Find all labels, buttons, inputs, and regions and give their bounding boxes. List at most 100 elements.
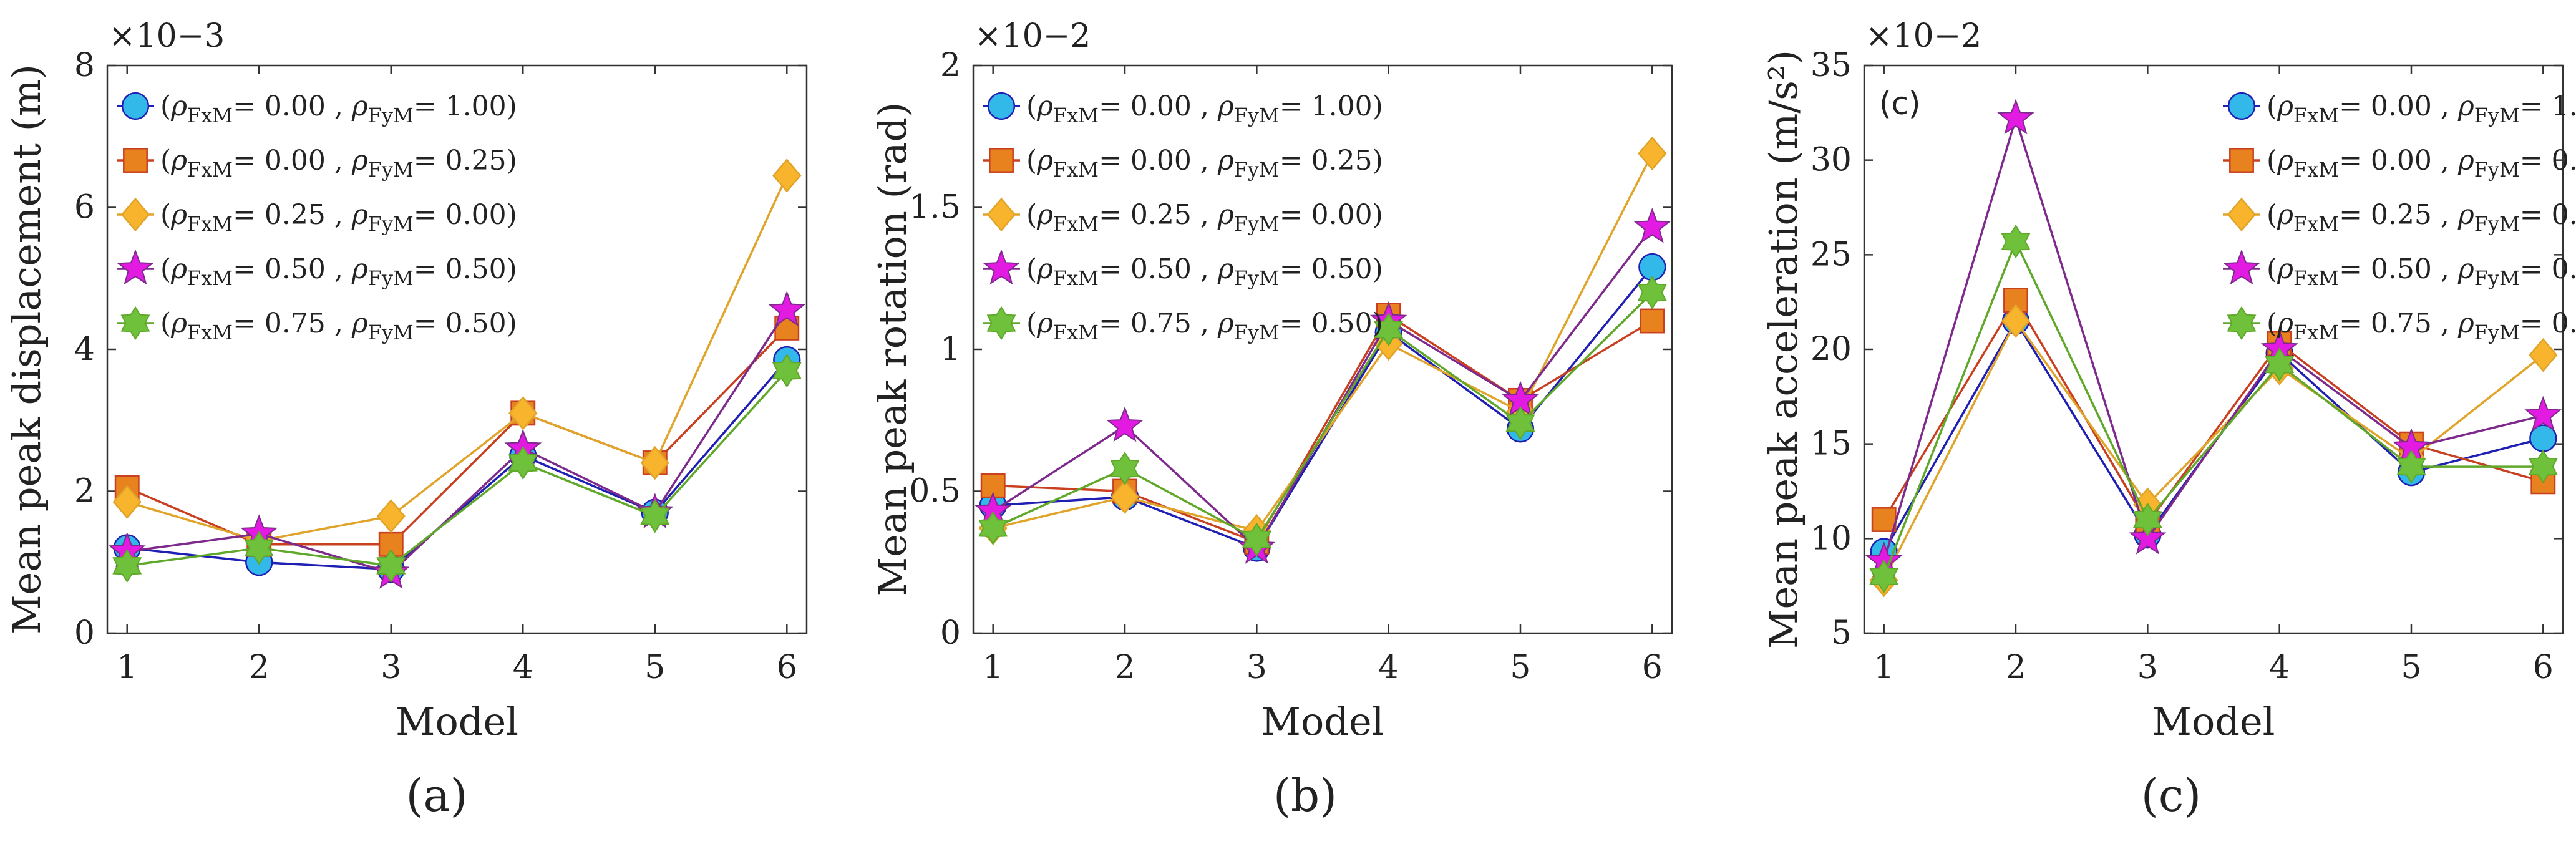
inner-panel-label: (c) — [1879, 85, 1921, 122]
legend-label: (ρFxM= 0.00 , ρFyM= 0.25) — [160, 145, 517, 182]
legend-marker — [986, 197, 1016, 232]
y-tick-label: 0 — [74, 614, 95, 652]
y-tick-label: 30 — [1810, 142, 1852, 179]
legend-item: (ρFxM= 0.75 , ρFyM= 0.50) — [2223, 306, 2576, 344]
legend-marker — [986, 306, 1016, 341]
x-tick-label: 1 — [1874, 649, 1894, 686]
legend: (ρFxM= 0.00 , ρFyM= 1.00) (ρFxM= 0.00 , ρ… — [117, 90, 517, 344]
y-tick-label: 4 — [74, 331, 95, 368]
series-5 — [112, 353, 802, 583]
series-line — [127, 369, 788, 567]
y-axis-label: Mean peak rotation (rad) — [870, 102, 915, 597]
data-point — [508, 445, 538, 480]
data-point — [640, 499, 670, 533]
legend-label: (ρFxM= 0.25 , ρFyM= 0.00) — [2267, 199, 2576, 236]
legend-marker — [2227, 306, 2257, 341]
legend-marker — [123, 148, 148, 173]
series-line — [993, 153, 1653, 533]
legend-marker — [2227, 197, 2257, 232]
x-tick-label: 6 — [777, 649, 797, 686]
y-tick-label: 1.5 — [909, 189, 961, 226]
legend-item: (ρFxM= 0.50 , ρFyM= 0.50) — [2223, 249, 2576, 290]
legend-marker — [989, 148, 1014, 173]
legend-marker — [2229, 148, 2254, 173]
x-tick-label: 4 — [1378, 649, 1399, 686]
y-tick-label: 1 — [940, 331, 961, 368]
data-point — [2265, 347, 2295, 382]
legend-marker — [987, 92, 1016, 120]
x-tick-label: 3 — [1247, 649, 1267, 686]
data-point — [2529, 337, 2558, 372]
series-line — [1883, 238, 2544, 577]
legend-label: (ρFxM= 0.25 , ρFyM= 0.00) — [160, 199, 517, 236]
legend-item: (ρFxM= 0.00 , ρFyM= 0.25) — [2223, 145, 2576, 182]
data-point — [2001, 224, 2031, 259]
series-line — [127, 175, 788, 542]
data-point — [1242, 522, 1271, 556]
series-2 — [114, 315, 800, 557]
data-point — [1997, 99, 2034, 135]
data-point — [376, 548, 406, 583]
data-point — [112, 485, 142, 519]
legend-item: (ρFxM= 0.25 , ρFyM= 0.00) — [983, 197, 1383, 236]
legend-item: (ρFxM= 0.25 , ρFyM= 0.00) — [117, 197, 517, 236]
x-tick-label: 5 — [2401, 649, 2421, 686]
data-point — [1106, 406, 1144, 442]
legend-item: (ρFxM= 0.00 , ρFyM= 1.00) — [983, 90, 1383, 127]
data-point — [508, 396, 538, 430]
data-point — [768, 290, 806, 326]
data-point — [2524, 395, 2562, 432]
series-line — [127, 309, 788, 575]
data-point — [772, 158, 802, 193]
legend-marker — [983, 249, 1020, 285]
panel-caption: (a) — [406, 769, 467, 822]
axis-exponent: ×10−3 — [109, 17, 225, 55]
chart-panel-2: 0 0.5 1 1.5 2 1 2 3 4 5 6 ×10−2 Model Mean peak rotat… — [870, 17, 1673, 822]
y-tick-label: 2 — [74, 473, 95, 510]
legend-label: (ρFxM= 0.25 , ρFyM= 0.00) — [1026, 199, 1383, 236]
legend-label: (ρFxM= 0.00 , ρFyM= 1.00) — [160, 90, 517, 127]
x-tick-label: 5 — [1510, 649, 1530, 686]
data-point — [2528, 449, 2558, 484]
panel-caption: (b) — [1273, 769, 1337, 822]
x-axis-label: Model — [1261, 699, 1384, 744]
y-tick-label: 0 — [940, 614, 961, 652]
legend-item: (ρFxM= 0.00 , ρFyM= 0.25) — [117, 145, 517, 182]
x-tick-label: 2 — [1114, 649, 1135, 686]
data-point — [1638, 136, 1667, 171]
legend-marker — [117, 249, 154, 285]
legend-label: (ρFxM= 0.50 , ρFyM= 0.50) — [160, 253, 517, 290]
legend-label: (ρFxM= 0.00 , ρFyM= 1.00) — [1026, 90, 1383, 127]
y-axis-label: Mean peak acceleration (m/s²) — [1761, 50, 1806, 649]
data-point — [1505, 406, 1535, 440]
chart-panel-1: 0 2 4 6 8 1 2 3 4 5 6 ×10−3 Model Mean peak displacem… — [4, 17, 808, 822]
data-point — [376, 499, 406, 533]
data-point — [1637, 275, 1667, 310]
legend: (ρFxM= 0.00 , ρFyM= 1.00) (ρFxM= 0.00 , ρ… — [2223, 90, 2576, 344]
legend-item: (ρFxM= 0.50 , ρFyM= 0.50) — [983, 249, 1383, 290]
legend-label: (ρFxM= 0.75 , ρFyM= 0.50) — [1026, 308, 1383, 344]
y-axis-label: Mean peak displacement (m) — [4, 64, 49, 634]
x-tick-label: 2 — [2005, 649, 2026, 686]
x-tick-label: 1 — [117, 649, 137, 686]
x-tick-label: 1 — [983, 649, 1003, 686]
data-point — [1374, 312, 1404, 347]
axis-exponent: ×10−2 — [975, 17, 1091, 55]
y-tick-label: 35 — [1810, 47, 1852, 84]
legend-item: (ρFxM= 0.75 , ρFyM= 0.50) — [117, 306, 517, 344]
x-tick-label: 3 — [2137, 649, 2158, 686]
legend-item: (ρFxM= 0.00 , ρFyM= 0.25) — [983, 145, 1383, 182]
series-line — [993, 313, 1653, 544]
data-point — [1871, 507, 1897, 532]
data-point — [2001, 304, 2031, 338]
data-point — [2129, 518, 2167, 555]
series-1 — [979, 253, 1666, 562]
legend-item: (ρFxM= 0.50 , ρFyM= 0.50) — [117, 249, 517, 290]
legend-label: (ρFxM= 0.75 , ρFyM= 0.50) — [2267, 308, 2576, 344]
data-point — [2132, 502, 2162, 537]
data-point — [112, 548, 142, 583]
x-axis-label: Model — [396, 699, 518, 744]
x-tick-label: 2 — [249, 649, 270, 686]
legend-label: (ρFxM= 0.00 , ρFyM= 0.25) — [1026, 145, 1383, 182]
